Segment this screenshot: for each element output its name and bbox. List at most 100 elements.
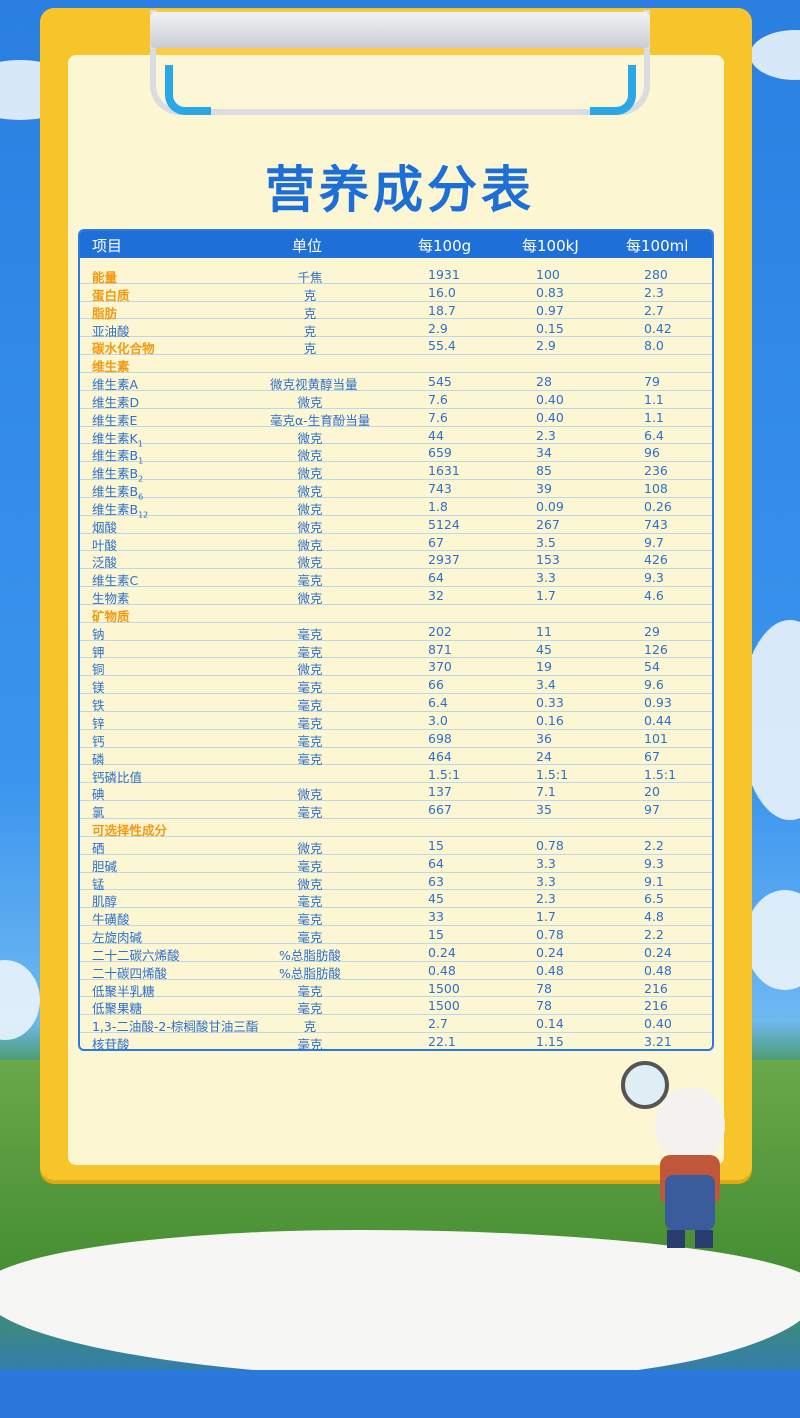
row-name: 二十碳四烯酸 (92, 963, 167, 982)
row-per-100ml: 426 (644, 552, 668, 568)
nutrition-table: 项目 单位 每100g 每100kJ 每100ml 能量 千焦 1931 100 280… (78, 229, 714, 1051)
row-name: 可选择性成分 (92, 820, 167, 839)
row-name-text: 低聚果糖 (92, 1001, 143, 1017)
row-name-text: 维生素D (92, 394, 140, 410)
row-per-100kj: 7.1 (536, 784, 556, 800)
row-per-100g: 1500 (428, 980, 460, 996)
row-per-100g: 743 (428, 481, 452, 497)
table-row: 硒 微克 15 0.78 2.2 (80, 837, 712, 857)
row-name-text: 维生素 (92, 359, 130, 375)
row-name: 硒 (92, 838, 105, 857)
row-per-100kj: 34 (536, 445, 552, 461)
row-name-subscript: 1 (137, 439, 143, 449)
table-row: 氯 毫克 667 35 97 (80, 801, 712, 821)
row-per-100kj: 0.16 (536, 713, 564, 728)
row-unit: %总脂肪酸 (279, 965, 341, 981)
row-name: 维生素D (92, 392, 139, 411)
header-item: 项目 (92, 237, 123, 255)
row-unit: 微克 (297, 876, 323, 892)
table-row: 泛酸 微克 2937 153 426 (80, 551, 712, 571)
clip-end-left (165, 65, 211, 115)
row-per-100g: 66 (428, 677, 444, 693)
row-per-100ml: 9.3 (644, 570, 664, 586)
row-name-subscript: 12 (138, 510, 149, 520)
table-row: 钾 毫克 871 45 126 (80, 641, 712, 660)
row-name-text: 镁 (92, 680, 105, 696)
table-row: 烟酸 微克 5124 267 743 (80, 516, 712, 535)
row-name: 氯 (92, 802, 105, 821)
row-name: 锌 (92, 713, 105, 732)
row-per-100ml: 79 (644, 374, 660, 390)
row-per-100g: 44 (428, 427, 444, 443)
row-name: 左旋肉碱 (92, 927, 142, 946)
row-per-100ml: 6.5 (644, 891, 664, 907)
row-name-text: 磷 (92, 751, 105, 767)
table-row: 钙磷比值 1.5:1 1.5:1 1.5:1 (80, 766, 712, 785)
row-per-100ml: 97 (644, 802, 660, 818)
row-per-100g: 63 (428, 873, 444, 889)
row-per-100kj: 0.09 (536, 498, 564, 514)
row-unit: 毫克 (297, 1001, 323, 1017)
row-per-100ml: 9.3 (644, 855, 664, 871)
row-per-100g: 698 (428, 730, 452, 746)
table-row: 锰 微克 63 3.3 9.1 (80, 873, 712, 892)
row-per-100g: 0.24 (428, 944, 456, 960)
row-per-100ml: 0.26 (644, 498, 672, 514)
row-per-100ml: 9.6 (644, 677, 664, 693)
row-per-100kj: 0.24 (536, 944, 564, 960)
milk-wave (0, 1230, 800, 1380)
row-name: 脂肪 (92, 303, 117, 322)
row-name-text: 铜 (92, 662, 105, 678)
row-name-text: 可选择性成分 (92, 823, 168, 839)
row-per-100g: 18.7 (428, 302, 456, 318)
row-unit: 微克视黄醇当量 (270, 377, 358, 393)
clip-end-right (590, 65, 636, 115)
row-per-100kj: 3.5 (536, 534, 556, 550)
row-per-100ml: 1.1 (644, 391, 664, 407)
row-per-100ml: 8.0 (644, 338, 664, 354)
row-name: 泛酸 (92, 552, 117, 571)
row-name-text: 肌醇 (92, 894, 118, 910)
row-per-100ml: 9.7 (644, 534, 664, 550)
row-name: 维生素K1 (92, 428, 143, 449)
row-name-text: 维生素B (92, 501, 139, 517)
table-row: 铁 毫克 6.4 0.33 0.93 (80, 694, 712, 713)
row-unit: 克 (303, 341, 317, 357)
row-name-subscript: 6 (138, 492, 144, 502)
row-unit: 毫克 (297, 573, 323, 589)
row-per-100ml: 0.40 (644, 1016, 672, 1032)
row-per-100g: 33 (428, 909, 444, 925)
row-unit: 微克 (297, 484, 323, 500)
table-row: 蛋白质 克 16.0 0.83 2.3 (80, 284, 712, 303)
row-name: 1,3-二油酸-2-棕榈酸甘油三酯 (92, 1016, 258, 1035)
table-row: 矿物质 (80, 605, 712, 624)
table-row: 磷 毫克 464 24 67 (80, 748, 712, 767)
row-per-100kj: 100 (536, 267, 560, 282)
row-name-text: 维生素K (92, 430, 138, 446)
row-per-100ml: 2.2 (644, 927, 664, 943)
table-row: 脂肪 克 18.7 0.97 2.7 (80, 302, 712, 322)
row-per-100kj: 0.48 (536, 962, 564, 978)
row-per-100g: 3.0 (428, 713, 448, 728)
row-name-text: 核苷酸 (92, 1037, 130, 1051)
table-row: 生物素 微克 32 1.7 4.6 (80, 587, 712, 606)
row-per-100ml: 0.24 (644, 944, 672, 960)
row-per-100g: 7.6 (428, 391, 448, 407)
row-name: 钠 (92, 624, 105, 643)
table-row: 可选择性成分 (80, 819, 712, 839)
row-per-100kj: 78 (536, 980, 552, 996)
row-unit: 微克 (297, 448, 323, 464)
row-name: 铜 (92, 659, 105, 678)
row-unit: 微克 (297, 466, 323, 482)
row-name: 低聚半乳糖 (92, 981, 155, 1000)
row-unit: 毫克 (297, 983, 323, 999)
row-name: 碘 (92, 784, 105, 803)
row-name: 维生素E (92, 410, 137, 429)
table-row: 钙 毫克 698 36 101 (80, 730, 712, 749)
row-per-100kj: 19 (536, 659, 552, 675)
table-row: 碘 微克 137 7.1 20 (80, 783, 712, 803)
row-name-text: 能量 (92, 270, 118, 285)
row-per-100ml: 1.5:1 (644, 766, 677, 782)
row-unit: 微克 (297, 394, 323, 410)
row-name: 维生素B12 (92, 499, 148, 520)
